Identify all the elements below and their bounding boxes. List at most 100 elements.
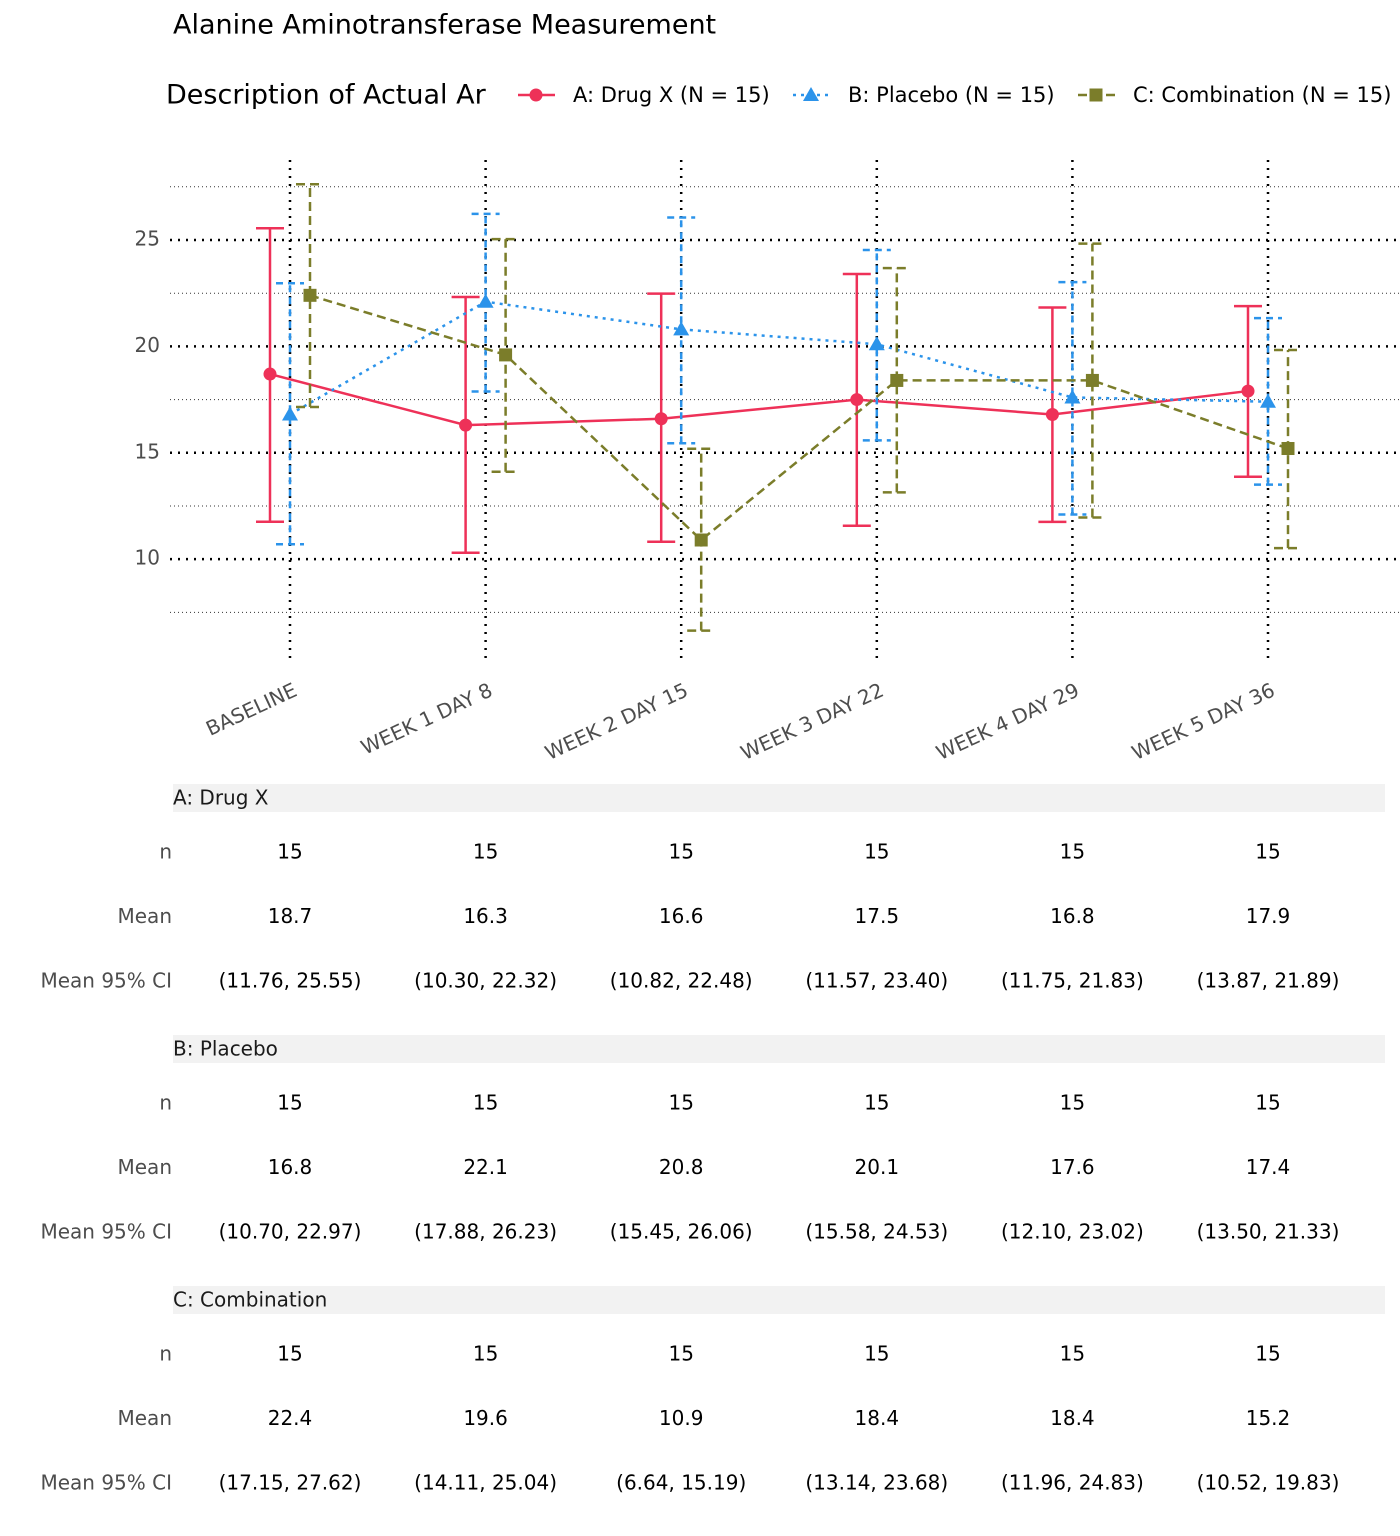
table-cell: (15.58, 24.53) bbox=[805, 1220, 948, 1244]
table-cell: 15 bbox=[668, 1342, 693, 1366]
table-cell: 15 bbox=[473, 840, 498, 864]
table-group-header-bg bbox=[173, 784, 1385, 812]
table-group-header-bg bbox=[173, 1286, 1385, 1314]
y-tick-label: 20 bbox=[135, 333, 160, 357]
table-row-label: n bbox=[159, 1091, 172, 1115]
table-cell: 16.8 bbox=[268, 1155, 313, 1179]
table-cell: 20.1 bbox=[855, 1155, 900, 1179]
table-row-label: Mean bbox=[118, 1406, 173, 1430]
marker bbox=[868, 336, 885, 351]
marker bbox=[1064, 389, 1081, 404]
marker bbox=[803, 87, 819, 101]
table-row-label: Mean 95% CI bbox=[40, 1220, 172, 1244]
marker bbox=[303, 288, 317, 302]
table-cell: 15.2 bbox=[1246, 1406, 1291, 1430]
table-cell: 15 bbox=[473, 1091, 498, 1115]
marker bbox=[654, 412, 668, 426]
table-cell: (17.88, 26.23) bbox=[414, 1220, 557, 1244]
table-cell: 15 bbox=[1255, 1342, 1280, 1366]
marker bbox=[263, 367, 277, 381]
table-cell: 18.4 bbox=[1050, 1406, 1095, 1430]
table-cell: (17.15, 27.62) bbox=[219, 1471, 362, 1495]
table-cell: 10.9 bbox=[659, 1406, 704, 1430]
table-cell: (13.14, 23.68) bbox=[805, 1471, 948, 1495]
series-line bbox=[269, 372, 1249, 427]
table-group-header: B: Placebo bbox=[173, 1037, 278, 1061]
x-tick-label: WEEK 1 DAY 8 bbox=[357, 678, 496, 760]
table-group-header: A: Drug X bbox=[173, 786, 269, 810]
table-cell: 15 bbox=[277, 1342, 302, 1366]
table-cell: 15 bbox=[864, 1342, 889, 1366]
marker bbox=[850, 393, 864, 407]
table-cell: 16.6 bbox=[659, 904, 704, 928]
table-cell: (10.52, 19.83) bbox=[1197, 1471, 1340, 1495]
y-tick-label: 25 bbox=[135, 227, 160, 251]
table-cell: (13.87, 21.89) bbox=[1197, 969, 1340, 993]
table-cell: 20.8 bbox=[659, 1155, 704, 1179]
table-cell: 18.4 bbox=[855, 1406, 900, 1430]
table-group-header: C: Combination bbox=[173, 1288, 327, 1312]
table-cell: (12.10, 23.02) bbox=[1001, 1220, 1144, 1244]
table-cell: (10.82, 22.48) bbox=[610, 969, 753, 993]
x-tick-label: BASELINE bbox=[202, 678, 300, 741]
x-tick-label: WEEK 3 DAY 22 bbox=[737, 678, 887, 765]
table-cell: (13.50, 21.33) bbox=[1197, 1220, 1340, 1244]
table-cell: 15 bbox=[668, 1091, 693, 1115]
table-cell: 15 bbox=[1060, 840, 1085, 864]
marker bbox=[459, 418, 473, 432]
table-cell: (11.57, 23.40) bbox=[805, 969, 948, 993]
marker bbox=[529, 88, 543, 102]
legend-label: B: Placebo (N = 15) bbox=[848, 83, 1055, 107]
marker bbox=[499, 348, 513, 362]
x-tick-label: WEEK 2 DAY 15 bbox=[541, 678, 691, 765]
marker bbox=[1260, 393, 1276, 408]
table-row-label: n bbox=[159, 840, 172, 864]
table-cell: 17.9 bbox=[1246, 904, 1291, 928]
table-cell: 15 bbox=[668, 840, 693, 864]
chart-title: Alanine Aminotransferase Measurement bbox=[173, 10, 716, 41]
table-cell: 15 bbox=[1060, 1342, 1085, 1366]
series-line bbox=[309, 294, 1289, 542]
table-cell: (10.70, 22.97) bbox=[219, 1220, 362, 1244]
table-cell: (6.64, 15.19) bbox=[616, 1471, 746, 1495]
table-cell: 15 bbox=[1255, 1091, 1280, 1115]
table-cell: 15 bbox=[864, 1091, 889, 1115]
table-cell: (14.11, 25.04) bbox=[414, 1471, 557, 1495]
table-row-label: Mean bbox=[118, 1155, 173, 1179]
table-cell: (10.30, 22.32) bbox=[414, 969, 557, 993]
marker bbox=[1045, 407, 1059, 421]
x-tick-label: WEEK 5 DAY 36 bbox=[1128, 678, 1278, 765]
table-cell: 22.4 bbox=[268, 1406, 313, 1430]
table-cell: 16.3 bbox=[463, 904, 508, 928]
marker bbox=[1085, 373, 1099, 387]
table-cell: (11.75, 21.83) bbox=[1001, 969, 1144, 993]
table-row-label: Mean 95% CI bbox=[40, 1471, 172, 1495]
table-row-label: n bbox=[159, 1342, 172, 1366]
table-cell: 18.7 bbox=[268, 904, 313, 928]
legend-label: C: Combination (N = 15) bbox=[1133, 83, 1391, 107]
x-tick-label: WEEK 4 DAY 29 bbox=[932, 678, 1082, 765]
marker bbox=[1089, 88, 1103, 102]
marker bbox=[673, 321, 690, 336]
table-cell: 22.1 bbox=[463, 1155, 508, 1179]
table-cell: 15 bbox=[473, 1342, 498, 1366]
table-row-label: Mean bbox=[118, 904, 173, 928]
table-cell: (11.96, 24.83) bbox=[1001, 1471, 1144, 1495]
table-cell: 15 bbox=[1255, 840, 1280, 864]
marker bbox=[694, 533, 708, 547]
table-cell: 17.4 bbox=[1246, 1155, 1291, 1179]
y-tick-label: 10 bbox=[135, 546, 160, 570]
marker bbox=[1281, 442, 1295, 456]
table-cell: 15 bbox=[277, 840, 302, 864]
marker bbox=[1241, 384, 1255, 398]
table-cell: 17.6 bbox=[1050, 1155, 1095, 1179]
table-cell: 15 bbox=[1060, 1091, 1085, 1115]
series-line bbox=[289, 300, 1269, 416]
marker bbox=[890, 373, 904, 387]
table-cell: 15 bbox=[864, 840, 889, 864]
table-group-header-bg bbox=[173, 1035, 1385, 1063]
table-cell: (15.45, 26.06) bbox=[610, 1220, 753, 1244]
legend-title: Description of Actual Ar bbox=[166, 80, 487, 111]
